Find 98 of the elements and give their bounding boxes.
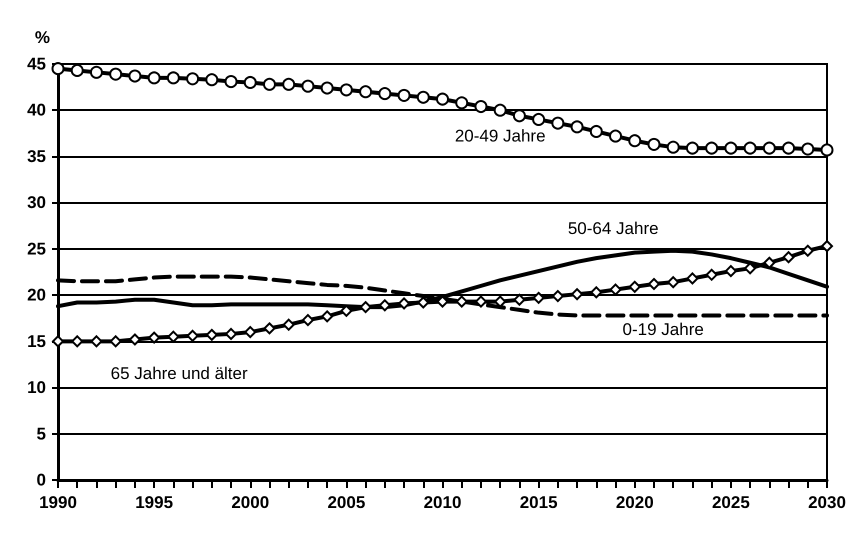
y-axis-title: % bbox=[34, 28, 50, 47]
x-tick-label: 2000 bbox=[231, 493, 270, 512]
point bbox=[244, 326, 256, 338]
point bbox=[262, 78, 276, 91]
point bbox=[321, 310, 334, 322]
point bbox=[551, 116, 564, 130]
point bbox=[686, 272, 698, 284]
y-tick-label: 15 bbox=[27, 332, 46, 351]
y-tick-label: 25 bbox=[27, 239, 46, 258]
x-tick-label: 2005 bbox=[327, 493, 366, 512]
y-tick-label: 20 bbox=[27, 286, 46, 305]
series-label: 20-49 Jahre bbox=[454, 126, 546, 146]
point bbox=[648, 278, 660, 290]
point bbox=[52, 335, 64, 348]
point bbox=[456, 296, 468, 308]
point bbox=[90, 66, 103, 79]
point bbox=[821, 240, 833, 252]
series-label: 50-64 Jahre bbox=[568, 219, 659, 238]
point bbox=[474, 100, 488, 114]
y-tick-label: 35 bbox=[27, 146, 46, 166]
point bbox=[762, 142, 776, 155]
point bbox=[71, 335, 84, 348]
point bbox=[359, 85, 372, 98]
point bbox=[167, 330, 180, 343]
point bbox=[301, 80, 314, 93]
x-tick-label: 2025 bbox=[712, 493, 750, 512]
point bbox=[801, 142, 814, 156]
point bbox=[398, 88, 411, 102]
point bbox=[360, 301, 372, 314]
point bbox=[706, 268, 718, 281]
point bbox=[590, 124, 603, 138]
point bbox=[244, 76, 257, 89]
point bbox=[224, 75, 238, 88]
point bbox=[340, 304, 352, 317]
x-tick-label: 2010 bbox=[424, 493, 462, 512]
point bbox=[532, 112, 546, 126]
point bbox=[628, 134, 642, 148]
point bbox=[148, 71, 161, 84]
y-tick-label: 40 bbox=[27, 100, 46, 120]
point bbox=[90, 335, 102, 348]
y-tick-label: 45 bbox=[27, 54, 46, 74]
point bbox=[628, 280, 641, 293]
y-tick-label: 10 bbox=[27, 378, 46, 398]
point bbox=[667, 276, 680, 288]
point bbox=[802, 244, 814, 257]
point bbox=[282, 78, 296, 91]
point bbox=[186, 72, 200, 86]
point bbox=[282, 318, 295, 331]
point bbox=[166, 71, 180, 84]
point bbox=[455, 96, 468, 110]
point bbox=[724, 142, 738, 155]
point bbox=[782, 142, 796, 155]
point bbox=[70, 64, 84, 77]
x-tick-label: 1990 bbox=[39, 493, 77, 512]
x-tick-label: 2015 bbox=[520, 493, 558, 512]
point bbox=[494, 104, 507, 117]
point bbox=[206, 328, 218, 341]
point bbox=[52, 62, 64, 76]
series-label: 0-19 Jahre bbox=[622, 320, 704, 339]
point bbox=[744, 142, 757, 155]
point bbox=[378, 87, 392, 100]
point bbox=[186, 330, 199, 342]
point bbox=[647, 138, 660, 151]
point bbox=[532, 292, 545, 304]
point bbox=[340, 83, 353, 96]
point bbox=[724, 265, 737, 278]
x-tick-label: 2030 bbox=[808, 493, 846, 512]
point bbox=[416, 90, 430, 104]
point bbox=[148, 332, 160, 344]
series-label: 65 Jahre und älter bbox=[110, 364, 248, 384]
point bbox=[417, 296, 430, 309]
point bbox=[474, 296, 487, 308]
y-tick-label: 5 bbox=[36, 424, 46, 444]
point bbox=[609, 130, 622, 143]
point bbox=[263, 322, 276, 334]
x-tick-label: 1995 bbox=[135, 493, 174, 512]
point bbox=[571, 288, 584, 300]
point bbox=[302, 314, 314, 326]
point bbox=[570, 120, 584, 134]
y-tick-label: 0 bbox=[36, 470, 46, 490]
point bbox=[686, 142, 699, 155]
point bbox=[666, 140, 680, 154]
point bbox=[205, 73, 218, 86]
y-tick-label: 30 bbox=[27, 193, 46, 212]
x-tick-label: 2020 bbox=[616, 493, 654, 512]
point bbox=[513, 294, 526, 306]
point bbox=[705, 142, 718, 155]
point bbox=[590, 286, 602, 298]
point bbox=[110, 335, 122, 348]
point bbox=[225, 328, 238, 340]
point bbox=[128, 70, 142, 83]
point bbox=[782, 251, 795, 264]
point bbox=[128, 333, 141, 346]
point bbox=[109, 68, 122, 81]
point bbox=[820, 143, 834, 156]
point bbox=[512, 109, 526, 122]
point bbox=[436, 92, 449, 106]
point bbox=[320, 82, 334, 95]
